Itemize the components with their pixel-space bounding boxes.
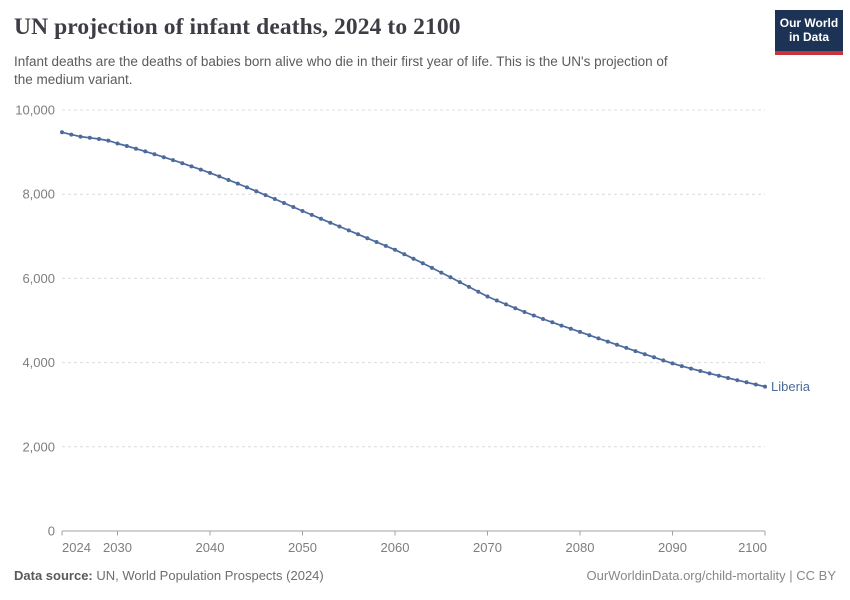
svg-text:6,000: 6,000 — [22, 271, 55, 286]
svg-text:2024: 2024 — [62, 540, 91, 555]
svg-text:2030: 2030 — [103, 540, 132, 555]
x-axis — [61, 530, 766, 536]
data-source-label: Data source: — [14, 568, 93, 583]
svg-text:8,000: 8,000 — [22, 187, 55, 202]
y-gridlines — [62, 109, 765, 448]
chart-footer: Data source: UN, World Population Prospe… — [14, 568, 836, 583]
data-source-note: Data source: UN, World Population Prospe… — [14, 568, 324, 583]
chart-subtitle: Infant deaths are the deaths of babies b… — [14, 53, 754, 89]
series-label-text[interactable]: Liberia — [771, 379, 811, 394]
owid-logo-line1: Our World — [779, 16, 839, 30]
svg-text:2080: 2080 — [566, 540, 595, 555]
svg-text:0: 0 — [48, 524, 55, 539]
svg-text:4,000: 4,000 — [22, 355, 55, 370]
data-source-text: UN, World Population Prospects (2024) — [92, 568, 324, 583]
chart-subtitle-line1: Infant deaths are the deaths of babies b… — [14, 54, 668, 69]
svg-text:2050: 2050 — [288, 540, 317, 555]
series-label: Liberia — [771, 379, 811, 394]
page-title: UN projection of infant deaths, 2024 to … — [14, 14, 461, 40]
svg-text:10,000: 10,000 — [15, 103, 55, 118]
svg-text:2040: 2040 — [196, 540, 225, 555]
y-axis-labels: 0 2,000 4,000 6,000 8,000 10,000 — [15, 103, 55, 539]
chart-subtitle-line2: the medium variant. — [14, 72, 133, 87]
credit-link[interactable]: OurWorldinData.org/child-mortality | CC … — [586, 568, 837, 583]
svg-text:2100: 2100 — [738, 540, 767, 555]
x-axis-labels: 2024 2030 2040 2050 2060 2070 2080 2090 2100 — [62, 540, 767, 555]
owid-logo[interactable]: Our World in Data — [775, 10, 843, 55]
data-points[interactable] — [60, 130, 767, 389]
owid-logo-line2: in Data — [788, 29, 829, 44]
svg-text:2070: 2070 — [473, 540, 502, 555]
svg-text:2060: 2060 — [381, 540, 410, 555]
svg-text:2090: 2090 — [658, 540, 687, 555]
svg-text:2,000: 2,000 — [22, 439, 55, 454]
